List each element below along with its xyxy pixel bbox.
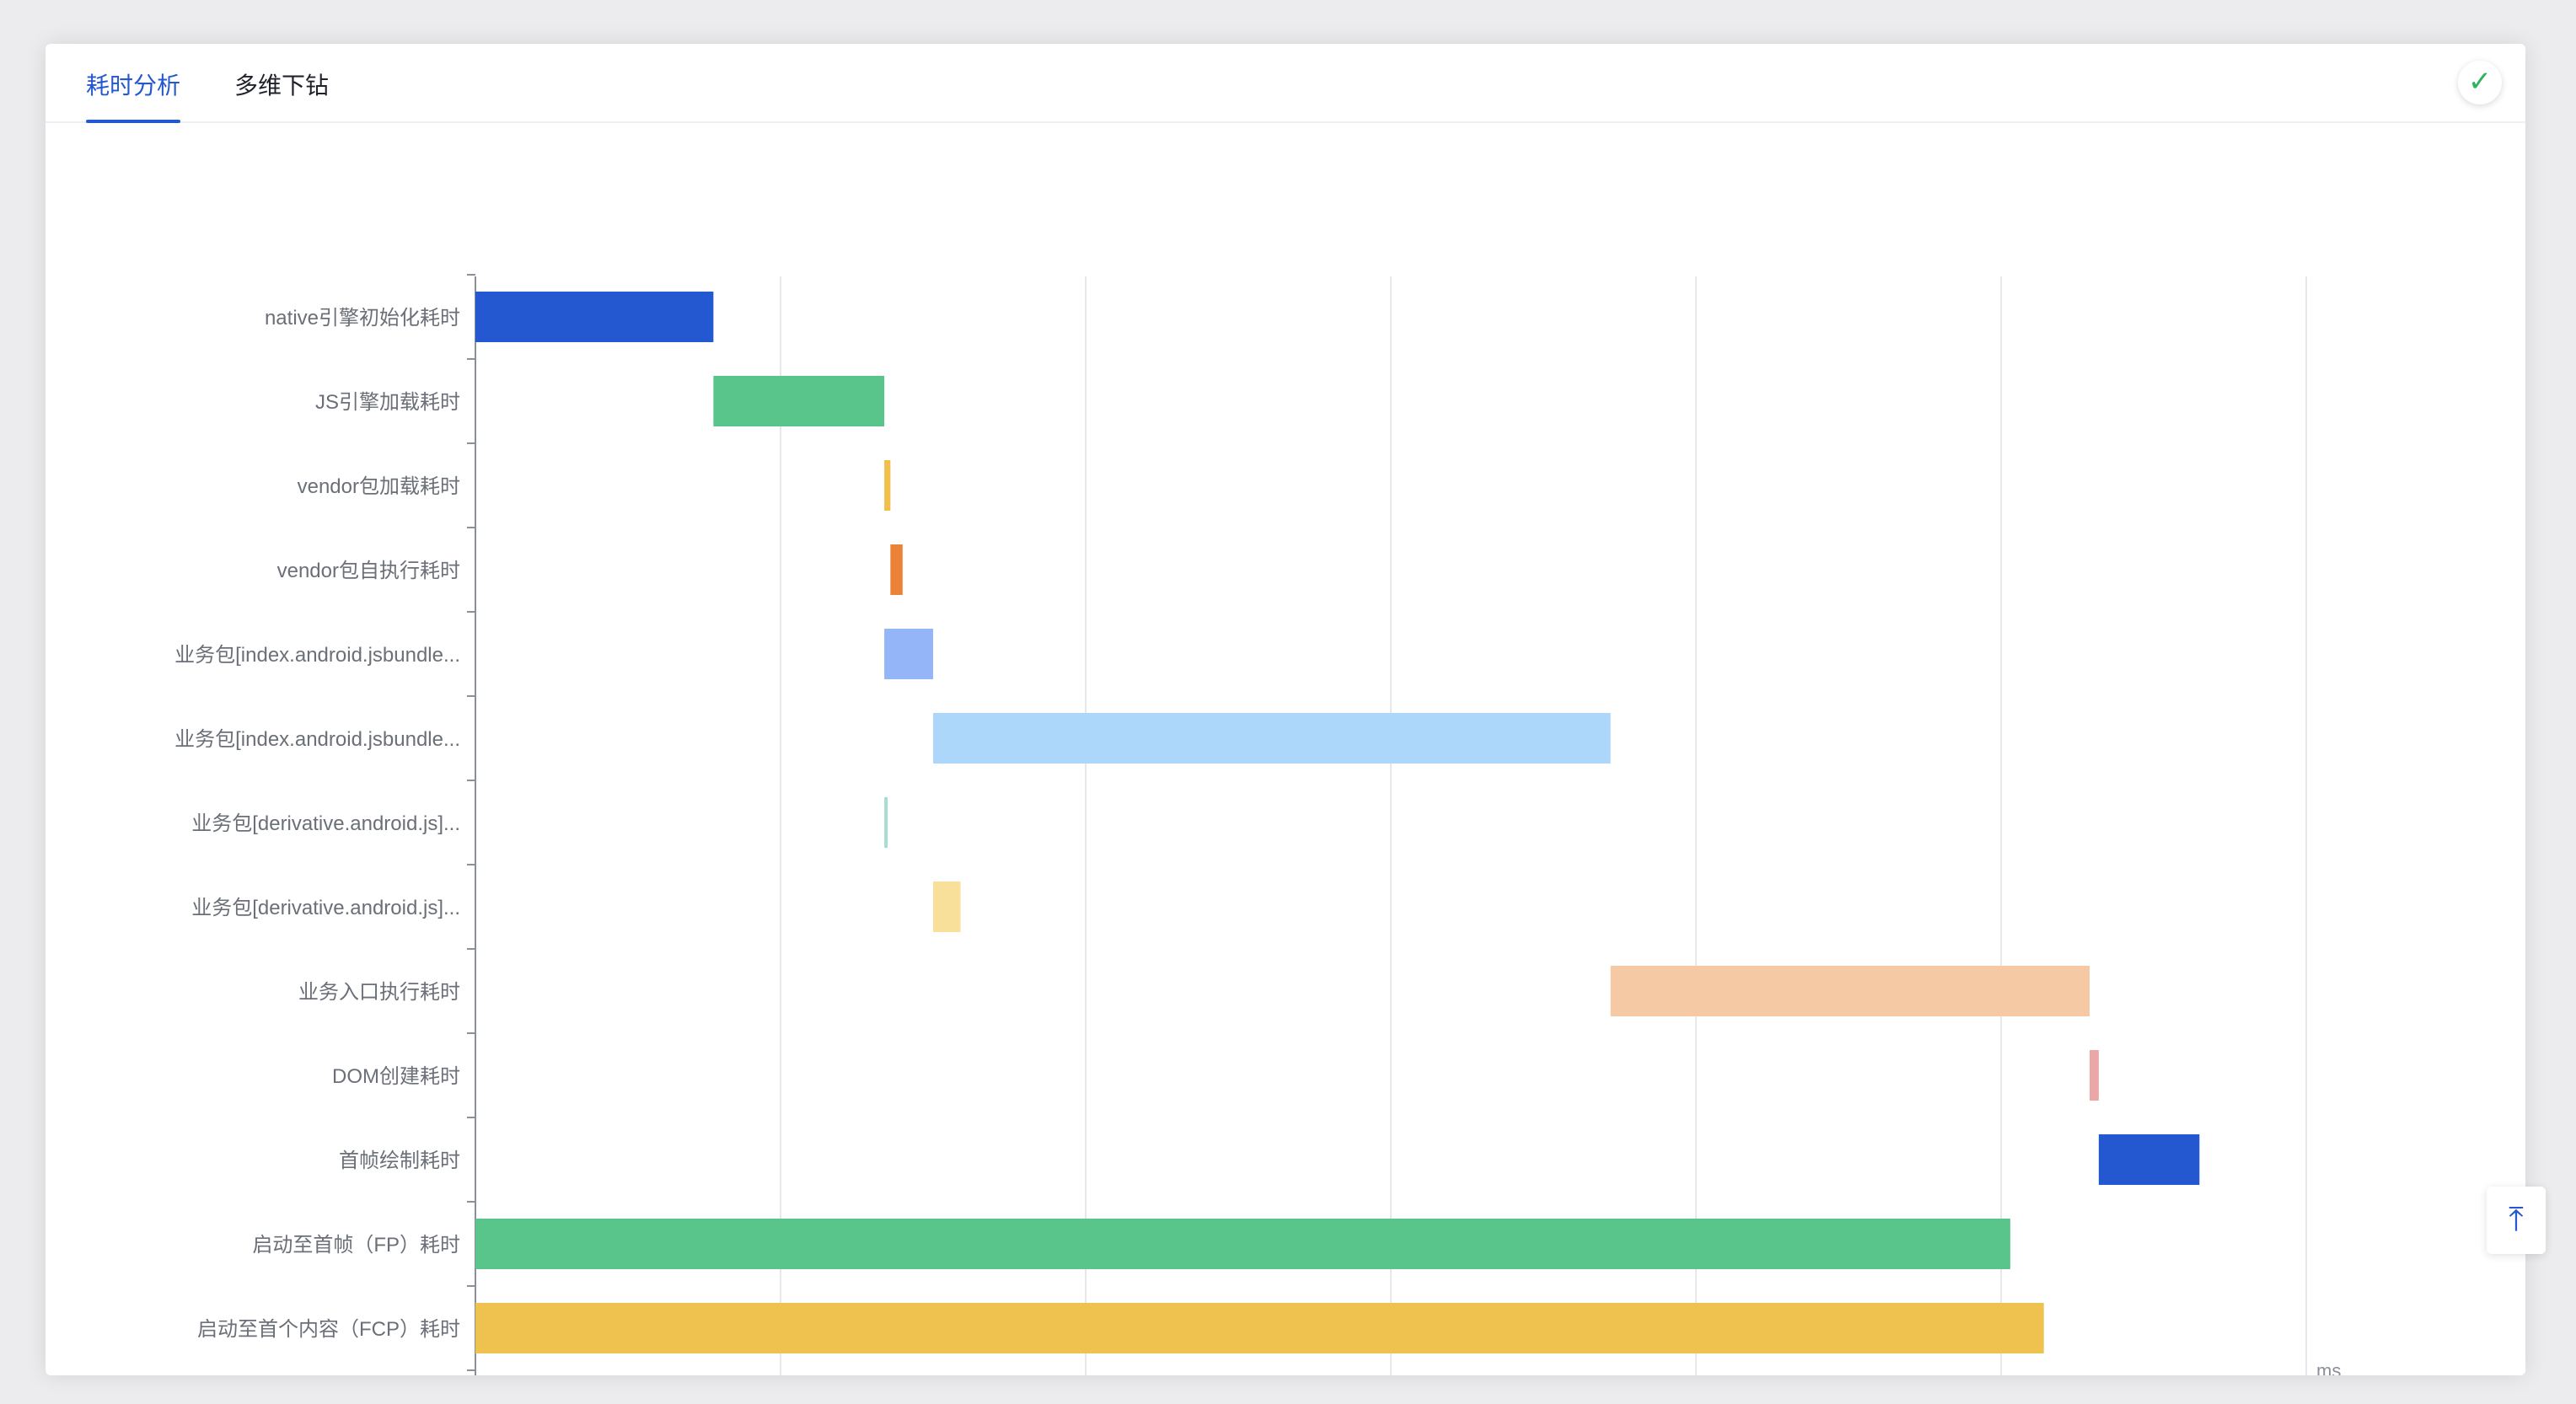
bar[interactable] <box>884 460 891 511</box>
arrow-up-to-top-icon: ⤒ <box>2509 1201 2524 1238</box>
tab-duration-analysis[interactable]: 耗时分析 <box>86 67 181 123</box>
chart-svg: native引擎初始化耗时 JS引擎加载耗时 vendor包加载耗时 vendor包自… <box>174 274 2341 1375</box>
tab-bar: 耗时分析 多维下钻 <box>46 44 2525 123</box>
bar[interactable] <box>890 544 903 595</box>
bar[interactable] <box>933 713 1611 764</box>
y-tick-label: 首帧绘制耗时 <box>339 1149 460 1172</box>
y-tick-label: vendor包自执行耗时 <box>277 560 460 582</box>
y-tick-label: native引擎初始化耗时 <box>265 307 460 330</box>
y-tick-label: 业务包[derivative.android.js]... <box>191 897 460 919</box>
bar[interactable] <box>475 1219 2010 1269</box>
y-tick-label: 启动至首帧（FP）耗时 <box>252 1234 460 1257</box>
bar[interactable] <box>1610 966 2090 1016</box>
analysis-card: 耗时分析 多维下钻 ✓ native引擎初始化耗时 JS引擎加载耗时 vendor包… <box>46 44 2525 1375</box>
bar[interactable] <box>475 292 714 342</box>
bar[interactable] <box>2089 1050 2099 1101</box>
y-tick-label: 业务入口执行耗时 <box>298 981 460 1004</box>
y-tick-label: vendor包加载耗时 <box>298 475 460 498</box>
back-to-top-button[interactable]: ⤒ <box>2487 1187 2546 1254</box>
tab-multidim-drilldown[interactable]: 多维下钻 <box>234 72 330 99</box>
y-tick-label: 业务包[derivative.android.js]... <box>191 812 460 835</box>
y-tick-label: 业务包[index.android.jsbundle... <box>174 728 460 751</box>
y-tick-label: JS引擎加载耗时 <box>315 391 460 414</box>
bar[interactable] <box>475 1303 2044 1353</box>
y-tick-label: DOM创建耗时 <box>332 1065 460 1088</box>
y-tick-label: 启动至首个内容（FCP）耗时 <box>197 1318 460 1341</box>
y-tick-label: 业务包[index.android.jsbundle... <box>174 644 460 667</box>
x-unit-label: ms <box>2316 1360 2341 1375</box>
bar[interactable] <box>884 797 888 848</box>
check-v-icon[interactable]: ✓ <box>2458 61 2502 104</box>
bar[interactable] <box>713 376 885 426</box>
bar[interactable] <box>933 882 961 932</box>
bar[interactable] <box>2098 1134 2200 1185</box>
bar[interactable] <box>884 629 933 679</box>
